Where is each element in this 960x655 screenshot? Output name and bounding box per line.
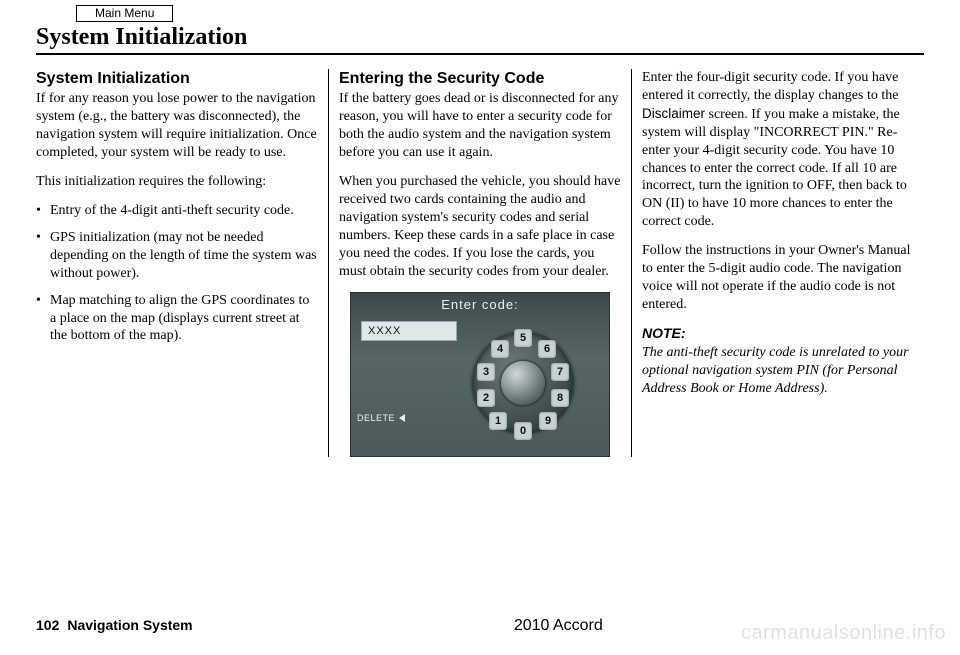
col3-p1-pre: Enter the four-digit security code. If y…: [642, 70, 898, 103]
footer-section: Navigation System: [67, 617, 192, 633]
disclaimer-word: Disclaimer: [642, 106, 705, 121]
dial-pad[interactable]: 1 2 3 4 5 6 7 8 9 0: [463, 323, 583, 443]
col2-heading: Entering the Security Code: [339, 69, 621, 89]
col3-p1-post: screen. If you make a mistake, the syste…: [642, 107, 907, 229]
digit-key-5[interactable]: 5: [514, 329, 532, 347]
note-body: The anti-theft security code is unrelate…: [642, 345, 909, 396]
note-block: NOTE: The anti-theft security code is un…: [642, 325, 924, 398]
digit-key-3[interactable]: 3: [477, 363, 495, 381]
col3-p1: Enter the four-digit security code. If y…: [642, 69, 924, 231]
main-menu-button[interactable]: Main Menu: [76, 5, 173, 22]
column-2: Entering the Security Code If the batter…: [328, 69, 631, 457]
page-number: 102: [36, 617, 59, 633]
col1-bullets: Entry of the 4-digit anti-theft security…: [36, 202, 318, 345]
digit-key-6[interactable]: 6: [538, 340, 556, 358]
col1-p1: If for any reason you lose power to the …: [36, 90, 318, 162]
list-item: GPS initialization (may not be needed de…: [36, 229, 318, 283]
digit-key-9[interactable]: 9: [539, 412, 557, 430]
digit-key-7[interactable]: 7: [551, 363, 569, 381]
content-columns: System Initialization If for any reason …: [36, 69, 924, 457]
digit-key-2[interactable]: 2: [477, 389, 495, 407]
screen-title: Enter code:: [351, 297, 609, 314]
digit-key-4[interactable]: 4: [491, 340, 509, 358]
digit-key-1[interactable]: 1: [489, 412, 507, 430]
col1-heading: System Initialization: [36, 69, 318, 89]
digit-key-8[interactable]: 8: [551, 389, 569, 407]
list-item: Map matching to align the GPS coordinate…: [36, 292, 318, 346]
watermark: carmanualsonline.info: [741, 622, 946, 645]
col2-p1: If the battery goes dead or is disconnec…: [339, 90, 621, 162]
enter-code-screen: Enter code: XXXX DELETE 1 2 3 4 5 6 7 8 …: [350, 292, 610, 457]
note-label: NOTE:: [642, 325, 686, 341]
col3-p2: Follow the instructions in your Owner's …: [642, 242, 924, 314]
list-item: Entry of the 4-digit anti-theft security…: [36, 202, 318, 220]
col1-p2: This initialization requires the followi…: [36, 173, 318, 191]
column-3: Enter the four-digit security code. If y…: [631, 69, 924, 457]
page-title: System Initialization: [36, 24, 924, 55]
col2-p2: When you purchased the vehicle, you shou…: [339, 173, 621, 280]
delete-button-label[interactable]: DELETE: [357, 413, 405, 425]
digit-key-0[interactable]: 0: [514, 422, 532, 440]
column-1: System Initialization If for any reason …: [36, 69, 328, 457]
code-display-box: XXXX: [361, 321, 457, 341]
dial-center-knob[interactable]: [501, 361, 545, 405]
